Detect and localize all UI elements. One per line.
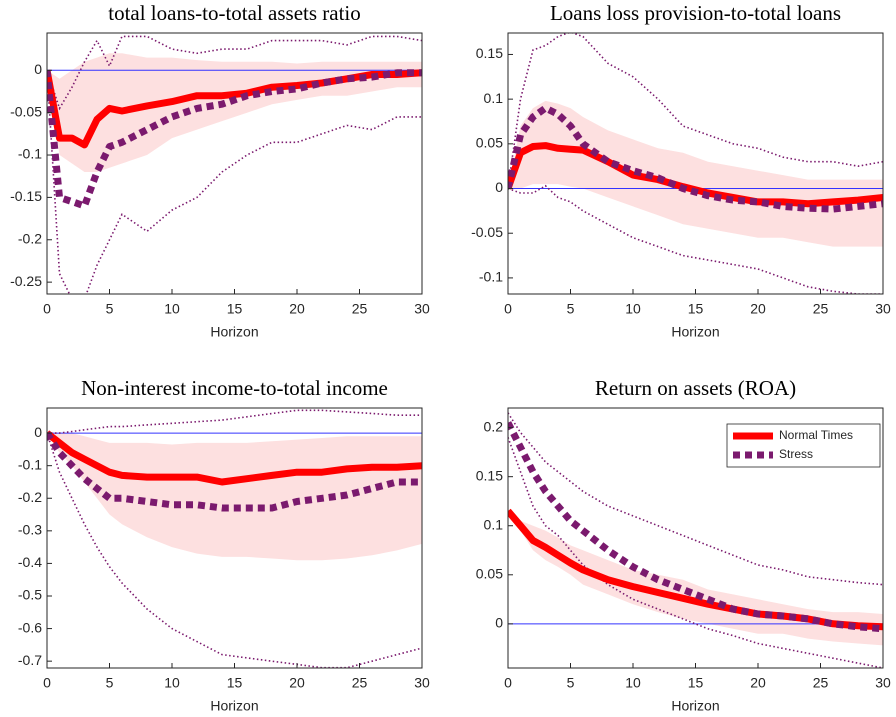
y-tick-label: -0.2	[18, 489, 42, 505]
x-tick-label: 5	[106, 301, 114, 317]
x-tick-label: 25	[813, 301, 829, 317]
x-axis-label: Horizon	[210, 698, 258, 714]
x-tick-label: 10	[625, 675, 641, 691]
x-tick-label: 20	[289, 301, 305, 317]
y-tick-label: 0.1	[484, 516, 504, 532]
chart-title: Non-interest income-to-total income	[81, 376, 388, 400]
x-axis-label: Horizon	[671, 324, 719, 340]
x-tick-label: 10	[164, 301, 180, 317]
y-tick-label: 0	[34, 424, 42, 440]
x-tick-label: 25	[352, 675, 368, 691]
legend-label: Stress	[779, 447, 813, 461]
series-line	[508, 104, 883, 213]
y-tick-label: 0.05	[476, 135, 503, 151]
y-tick-label: 0.1	[484, 90, 504, 106]
y-tick-label: 0.05	[476, 565, 503, 581]
x-tick-label: 20	[750, 675, 766, 691]
x-tick-label: 5	[567, 301, 575, 317]
x-axis-label: Horizon	[210, 324, 258, 340]
confidence-band	[508, 511, 883, 646]
legend-label: Normal Times	[779, 428, 853, 442]
x-tick-label: 10	[625, 301, 641, 317]
x-tick-label: 30	[414, 675, 430, 691]
stress-bound	[47, 409, 422, 434]
x-tick-label: 5	[106, 675, 114, 691]
chart-title: Return on assets (ROA)	[595, 376, 796, 400]
y-tick-label: -0.15	[10, 188, 42, 204]
series-line	[47, 430, 422, 486]
series-line	[47, 431, 422, 512]
stress-bound	[508, 437, 883, 668]
stress-bound	[508, 412, 883, 586]
x-tick-label: 20	[750, 301, 766, 317]
series-line	[508, 508, 883, 631]
x-tick-label: 30	[875, 301, 891, 317]
y-tick-label: 0	[495, 615, 503, 631]
y-tick-label: -0.6	[18, 619, 42, 635]
x-tick-label: 15	[688, 675, 704, 691]
y-tick-label: -0.3	[18, 522, 42, 538]
y-tick-label: -0.1	[18, 146, 42, 162]
series-line	[47, 69, 422, 210]
y-tick-label: -0.7	[18, 652, 42, 668]
y-tick-label: -0.2	[18, 230, 42, 246]
y-tick-label: 0.2	[484, 418, 504, 434]
x-tick-label: 15	[227, 301, 243, 317]
x-tick-label: 0	[43, 675, 51, 691]
x-tick-label: 15	[688, 301, 704, 317]
y-tick-label: 0	[34, 61, 42, 77]
stress-bound	[47, 35, 422, 111]
legend-box	[726, 423, 881, 468]
y-tick-label: -0.4	[18, 554, 42, 570]
x-tick-label: 0	[504, 675, 512, 691]
y-tick-label: 0	[495, 179, 503, 195]
x-tick-label: 30	[875, 675, 891, 691]
plot-area	[508, 412, 883, 668]
plot-area	[508, 33, 883, 294]
stress-bound	[508, 184, 883, 294]
x-tick-label: 5	[567, 675, 575, 691]
y-tick-label: -0.1	[18, 456, 42, 472]
chart-title: total loans-to-total assets ratio	[108, 1, 361, 25]
x-tick-label: 25	[352, 301, 368, 317]
y-tick-label: 0.15	[476, 467, 503, 483]
x-tick-label: 20	[289, 675, 305, 691]
stress-bound	[47, 432, 422, 668]
confidence-band	[47, 433, 422, 561]
x-axis-label: Horizon	[671, 698, 719, 714]
series-line	[508, 421, 883, 633]
x-tick-label: 10	[164, 675, 180, 691]
x-tick-label: 0	[43, 301, 51, 317]
y-tick-label: -0.05	[10, 103, 42, 119]
plot-area	[47, 409, 422, 668]
x-tick-label: 25	[813, 675, 829, 691]
x-tick-label: 15	[227, 675, 243, 691]
x-tick-label: 0	[504, 301, 512, 317]
confidence-band	[508, 100, 883, 247]
x-tick-label: 30	[414, 301, 430, 317]
stress-bound	[47, 70, 422, 294]
series-line	[47, 69, 422, 149]
y-tick-label: -0.5	[18, 587, 42, 603]
y-tick-label: -0.05	[471, 224, 503, 240]
plot-area	[47, 35, 422, 294]
y-tick-label: 0.15	[476, 45, 503, 61]
y-tick-label: -0.25	[10, 273, 42, 289]
y-tick-label: -0.1	[479, 269, 503, 285]
chart-title: Loans loss provision-to-total loans	[550, 1, 841, 25]
